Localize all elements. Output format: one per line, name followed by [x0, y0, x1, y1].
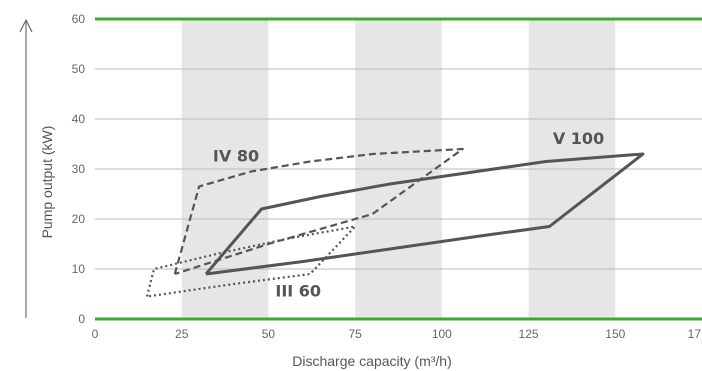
series-iv-80 — [173, 147, 464, 276]
y-tick-label-6: 60 — [72, 12, 86, 26]
y-axis — [19, 18, 33, 318]
series-group — [145, 147, 645, 298]
y-tick-label-3: 30 — [72, 162, 86, 176]
x-tick-label-0: 0 — [92, 327, 99, 341]
tick-labels: 0 10 20 30 40 50 60 0 25 50 75 100 125 150 17 — [72, 12, 702, 341]
y-tick-label-0: 0 — [78, 312, 85, 326]
series-label-0: V 100 — [553, 129, 604, 148]
x-tick-label-5: 125 — [519, 327, 539, 341]
y-tick-label-4: 40 — [72, 112, 86, 126]
y-tick-label-1: 10 — [72, 262, 86, 276]
series-labels: V 100 IV 80 III 60 — [213, 129, 604, 301]
gridlines — [95, 17, 702, 321]
x-axis-title: Discharge capacity (m³/h) — [292, 353, 452, 369]
x-tick-label-6: 150 — [605, 327, 625, 341]
x-tick-label-3: 75 — [348, 327, 362, 341]
series-label-2: III 60 — [275, 282, 321, 301]
y-axis-title: Pump output (kW) — [39, 126, 55, 239]
x-tick-label-1: 25 — [175, 327, 189, 341]
series-label-1: IV 80 — [213, 147, 259, 166]
x-tick-label-7: 17 — [688, 327, 702, 341]
y-tick-label-2: 20 — [72, 212, 86, 226]
series-v-100 — [204, 152, 645, 276]
x-tick-label-4: 100 — [432, 327, 452, 341]
y-tick-label-5: 50 — [72, 62, 86, 76]
x-tick-label-2: 50 — [262, 327, 276, 341]
